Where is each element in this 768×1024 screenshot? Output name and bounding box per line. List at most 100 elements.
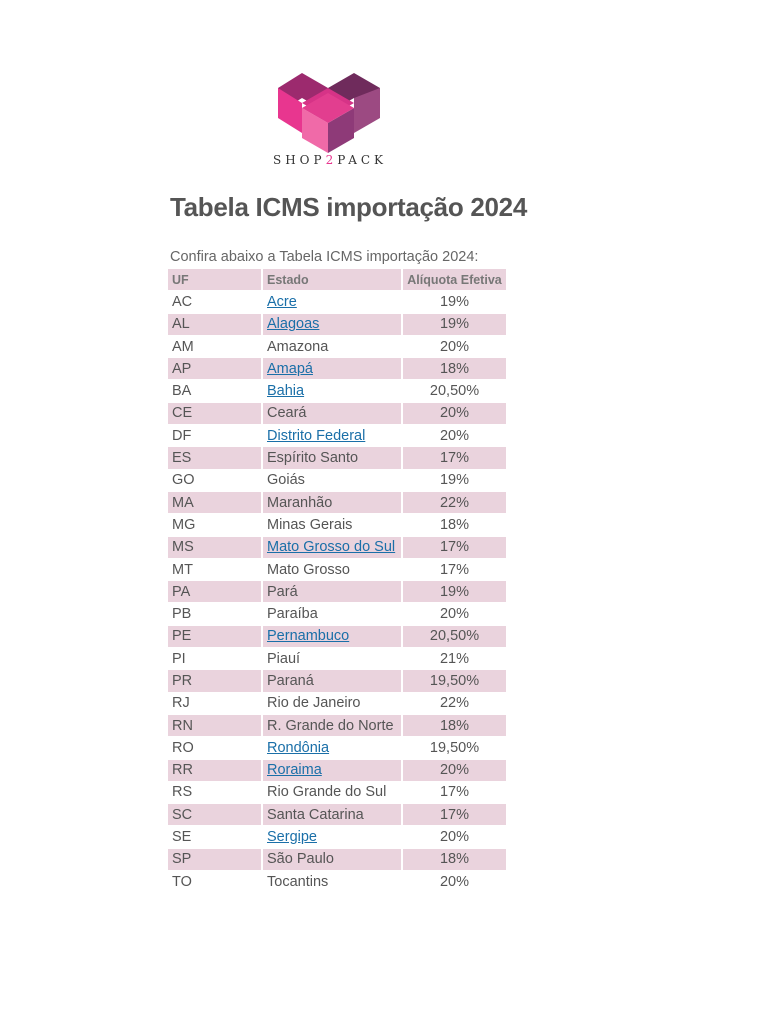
- aliquota-cell: 20%: [439, 606, 470, 623]
- uf-cell: ES: [168, 447, 261, 469]
- table-row: RR Roraima 20%: [168, 759, 506, 781]
- estado-cell: Amapá: [263, 358, 401, 380]
- estado-cell: Santa Catarina: [263, 804, 401, 826]
- aliquota-cell: 19,50%: [403, 670, 506, 692]
- estado-link[interactable]: Pernambuco: [267, 628, 350, 645]
- table-row: ES Espírito Santo 17%: [168, 447, 506, 469]
- aliquota-cell: 20%: [439, 873, 470, 890]
- uf-cell: AL: [168, 313, 261, 335]
- aliquota-cell: 19%: [403, 581, 506, 603]
- table-row: DF Distrito Federal 20%: [168, 425, 506, 446]
- aliquota-cell: 20,50%: [429, 383, 480, 400]
- table-row: RN R. Grande do Norte 18%: [168, 714, 506, 737]
- estado-text: Amazona: [267, 338, 329, 355]
- table-row: PA Pará 19%: [168, 581, 506, 603]
- estado-text: Goiás: [267, 472, 305, 489]
- aliquota-cell: 19%: [439, 293, 470, 310]
- estado-text: Santa Catarina: [267, 806, 364, 823]
- aliquota-cell: 20,50%: [403, 625, 506, 648]
- aliquota-cell: 22%: [403, 491, 506, 514]
- aliquota-cell: 17%: [403, 804, 506, 826]
- estado-cell: Mato Grosso: [263, 559, 401, 580]
- estado-text: Paraíba: [267, 606, 318, 623]
- estado-text: Minas Gerais: [267, 516, 353, 533]
- table-row: SP São Paulo 18%: [168, 848, 506, 871]
- aliquota-cell: 20%: [439, 427, 470, 444]
- table-row: RJ Rio de Janeiro 22%: [168, 693, 506, 714]
- estado-text: Maranhão: [267, 494, 333, 511]
- estado-cell: Alagoas: [263, 313, 401, 335]
- estado-cell: Pernambuco: [263, 625, 401, 648]
- estado-link[interactable]: Alagoas: [267, 316, 320, 333]
- uf-cell: GO: [172, 472, 195, 489]
- uf-cell: PR: [168, 670, 261, 692]
- aliquota-cell: 18%: [403, 358, 506, 380]
- estado-cell: Paraná: [263, 670, 401, 692]
- aliquota-cell: 19%: [403, 313, 506, 335]
- aliquota-cell: 21%: [439, 650, 470, 667]
- uf-cell: BA: [172, 383, 192, 400]
- aliquota-cell: 17%: [403, 536, 506, 558]
- table-row: RO Rondônia 19,50%: [168, 737, 506, 758]
- table-row: MS Mato Grosso do Sul 17%: [168, 536, 506, 558]
- uf-cell: RJ: [172, 695, 190, 712]
- uf-cell: AC: [172, 293, 193, 310]
- estado-cell: Goiás: [263, 470, 401, 491]
- estado-cell: Acre: [263, 291, 401, 312]
- uf-cell: AM: [172, 338, 194, 355]
- uf-cell: TO: [172, 873, 192, 890]
- estado-link[interactable]: Sergipe: [267, 829, 317, 846]
- estado-cell: Rondônia: [263, 737, 401, 758]
- table-row: SE Sergipe 20%: [168, 826, 506, 847]
- uf-cell: PA: [168, 581, 261, 603]
- estado-cell: Distrito Federal: [263, 425, 401, 446]
- estado-cell: São Paulo: [263, 848, 401, 871]
- aliquota-cell: 20%: [439, 338, 470, 355]
- estado-link[interactable]: Distrito Federal: [267, 427, 366, 444]
- aliquota-cell: 20%: [403, 402, 506, 425]
- estado-text: Piauí: [267, 650, 301, 667]
- page-title: Tabela ICMS importação 2024: [170, 192, 527, 222]
- estado-cell: R. Grande do Norte: [263, 714, 401, 737]
- table-row: MT Mato Grosso 17%: [168, 559, 506, 580]
- estado-text: Paraná: [267, 672, 314, 689]
- intro-text: Confira abaixo a Tabela ICMS importação …: [170, 249, 479, 265]
- aliquota-cell: 17%: [403, 447, 506, 469]
- estado-cell: Mato Grosso do Sul: [263, 536, 401, 558]
- table-row: CE Ceará 20%: [168, 402, 506, 425]
- estado-link[interactable]: Mato Grosso do Sul: [267, 539, 396, 556]
- table-row: PB Paraíba 20%: [168, 603, 506, 624]
- uf-cell: MG: [172, 516, 196, 533]
- aliquota-cell: 18%: [403, 848, 506, 871]
- estado-cell: Amazona: [263, 336, 401, 357]
- estado-text: Tocantins: [267, 873, 329, 890]
- header-aliquota: Alíquota Efetiva: [403, 269, 506, 291]
- table-row: MA Maranhão 22%: [168, 491, 506, 514]
- estado-link[interactable]: Bahia: [267, 383, 305, 400]
- uf-cell: PI: [172, 650, 186, 667]
- table-row: GO Goiás 19%: [168, 470, 506, 491]
- table-row: PI Piauí 21%: [168, 648, 506, 669]
- estado-cell: Rio Grande do Sul: [263, 782, 401, 803]
- table-row: PR Paraná 19,50%: [168, 670, 506, 692]
- table-row: MG Minas Gerais 18%: [168, 514, 506, 535]
- table-row: AC Acre 19%: [168, 291, 506, 312]
- aliquota-cell: 22%: [439, 695, 470, 712]
- estado-link[interactable]: Amapá: [267, 360, 313, 377]
- estado-link[interactable]: Roraima: [267, 762, 322, 779]
- table-row: AP Amapá 18%: [168, 358, 506, 380]
- estado-cell: Maranhão: [263, 491, 401, 514]
- header-uf: UF: [168, 269, 261, 291]
- uf-cell: RO: [172, 739, 194, 756]
- uf-cell: RN: [168, 714, 261, 737]
- uf-cell: RR: [168, 759, 261, 781]
- aliquota-cell: 17%: [439, 784, 470, 801]
- shop2pack-logo-icon: [278, 73, 380, 153]
- uf-cell: SP: [168, 848, 261, 871]
- estado-link[interactable]: Rondônia: [267, 739, 330, 756]
- uf-cell: PE: [168, 625, 261, 648]
- estado-text: São Paulo: [267, 851, 334, 868]
- estado-link[interactable]: Acre: [267, 293, 297, 310]
- table-row: BA Bahia 20,50%: [168, 380, 506, 401]
- uf-cell: MT: [172, 561, 193, 578]
